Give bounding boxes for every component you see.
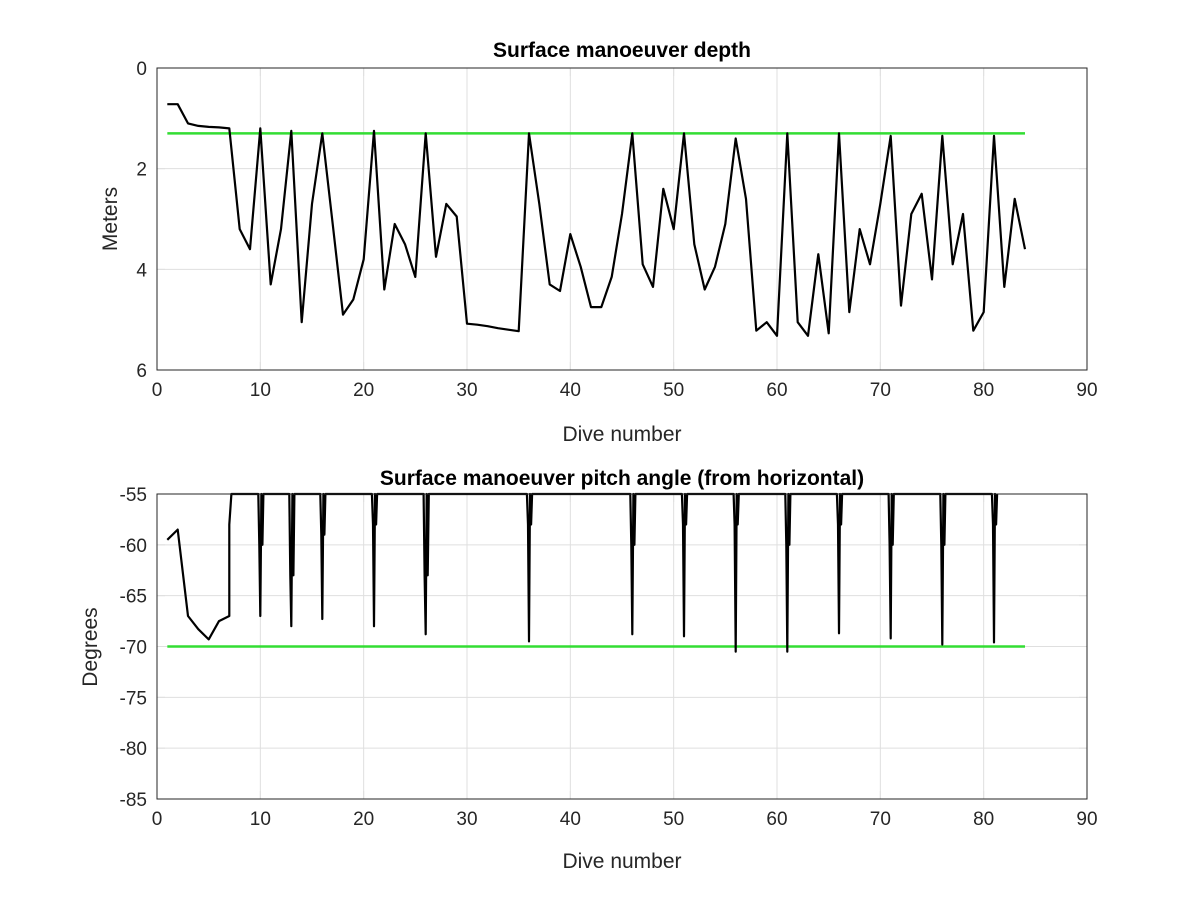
pitch-x-tick-labels: 0 10 20 30 40 50 60 70 80 90 bbox=[152, 809, 1098, 830]
pitch-series-line bbox=[166, 492, 999, 653]
x-tick-label: 40 bbox=[560, 809, 581, 830]
y-tick-label: -60 bbox=[120, 536, 147, 557]
pitch-chart-title: Surface manoeuver pitch angle (from hori… bbox=[380, 467, 864, 490]
y-tick-label: -75 bbox=[120, 688, 147, 709]
pitch-chart: 0 10 20 30 40 50 60 70 80 90 -55 -60 -65 -70 -75 -80 -8… bbox=[79, 467, 1098, 873]
y-tick-label: -70 bbox=[120, 638, 147, 659]
x-tick-label: 20 bbox=[353, 380, 374, 401]
x-tick-label: 0 bbox=[152, 380, 163, 401]
pitch-x-axis-label: Dive number bbox=[562, 850, 681, 873]
y-tick-label: 2 bbox=[136, 160, 147, 181]
depth-x-axis-label: Dive number bbox=[562, 423, 681, 446]
x-tick-label: 60 bbox=[766, 809, 787, 830]
depth-y-axis-label: Meters bbox=[99, 187, 122, 251]
x-tick-label: 80 bbox=[973, 809, 994, 830]
depth-y-tick-labels: 0 2 4 6 bbox=[136, 59, 147, 382]
x-tick-label: 30 bbox=[456, 809, 477, 830]
x-tick-label: 40 bbox=[560, 380, 581, 401]
x-tick-label: 10 bbox=[250, 380, 271, 401]
x-tick-label: 90 bbox=[1076, 380, 1097, 401]
pitch-y-tick-labels: -55 -60 -65 -70 -75 -80 -85 bbox=[120, 485, 147, 811]
pitch-y-axis-label: Degrees bbox=[79, 607, 102, 686]
depth-chart: 0 10 20 30 40 50 60 70 80 90 0 2 4 6 Surface manoeuv… bbox=[99, 39, 1098, 446]
depth-series-line bbox=[167, 103, 1027, 337]
x-tick-label: 90 bbox=[1076, 809, 1097, 830]
y-tick-label: -85 bbox=[120, 790, 147, 811]
y-tick-label: -65 bbox=[120, 587, 147, 608]
x-tick-label: 30 bbox=[456, 380, 477, 401]
y-tick-label: 0 bbox=[136, 59, 147, 80]
y-tick-label: -55 bbox=[120, 485, 147, 506]
pitch-axes-box bbox=[156, 493, 1088, 800]
depth-axes-box bbox=[156, 67, 1088, 371]
x-tick-label: 70 bbox=[870, 380, 891, 401]
y-tick-label: 6 bbox=[136, 361, 147, 382]
x-tick-label: 70 bbox=[870, 809, 891, 830]
x-tick-label: 50 bbox=[663, 380, 684, 401]
x-tick-label: 50 bbox=[663, 809, 684, 830]
x-tick-label: 0 bbox=[152, 809, 163, 830]
x-tick-label: 60 bbox=[766, 380, 787, 401]
x-tick-label: 10 bbox=[250, 809, 271, 830]
depth-x-tick-labels: 0 10 20 30 40 50 60 70 80 90 bbox=[152, 380, 1098, 401]
x-tick-label: 80 bbox=[973, 380, 994, 401]
depth-chart-title: Surface manoeuver depth bbox=[493, 39, 751, 62]
y-tick-label: 4 bbox=[136, 260, 147, 281]
y-tick-label: -80 bbox=[120, 739, 147, 760]
x-tick-label: 20 bbox=[353, 809, 374, 830]
